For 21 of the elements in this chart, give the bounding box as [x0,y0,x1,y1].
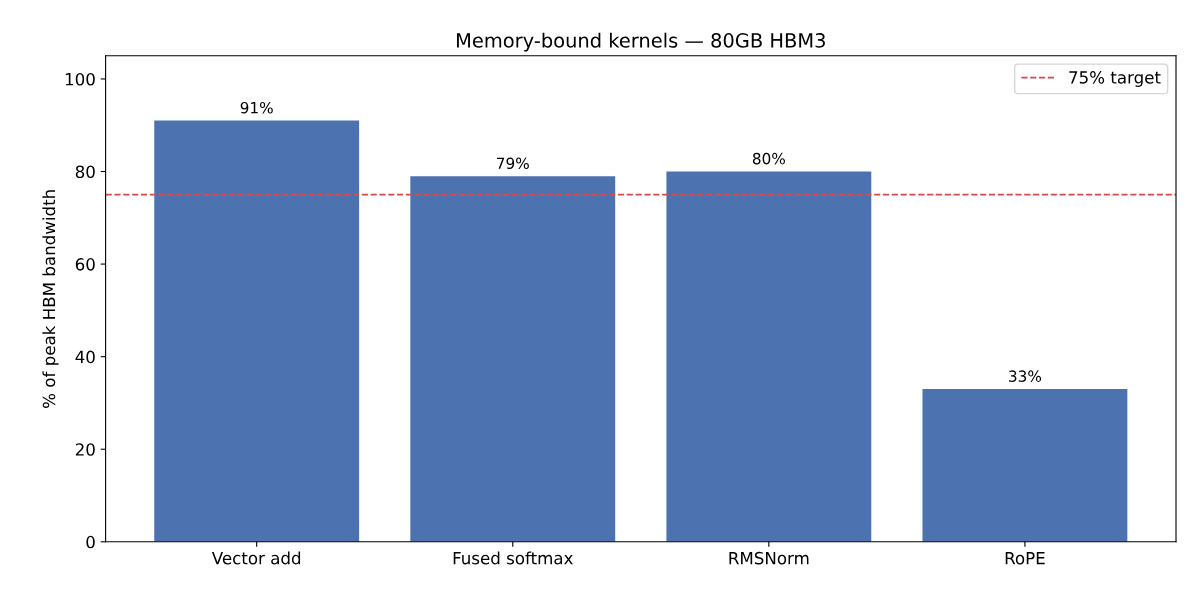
y-tick-label: 20 [75,443,95,456]
y-tick-label: 60 [75,258,95,271]
legend-label: 75% target [1069,71,1161,87]
data-label: 79% [497,157,529,170]
bar [410,176,616,542]
y-tick-label: 100 [65,72,95,86]
x-tick-label: RoPE [1005,552,1045,565]
data-label: 33% [1009,370,1042,382]
chart-title: Memory-bound kernels — 80GB HBM3 [457,32,825,52]
bar [154,120,360,542]
data-label: 91% [240,101,273,114]
y-tick-label: 0 [86,535,95,549]
y-axis-title: % of peak HBM bandwidth [42,190,59,408]
data-label: 80% [752,152,785,165]
bar [666,171,872,542]
y-tick-label: 80 [75,165,95,179]
y-tick-label: 40 [75,350,95,364]
x-tick-label: RMSNorm [729,551,809,565]
x-tick-label: Fused softmax [453,551,573,565]
bar [922,389,1128,542]
x-tick-label: Vector add [211,551,301,565]
